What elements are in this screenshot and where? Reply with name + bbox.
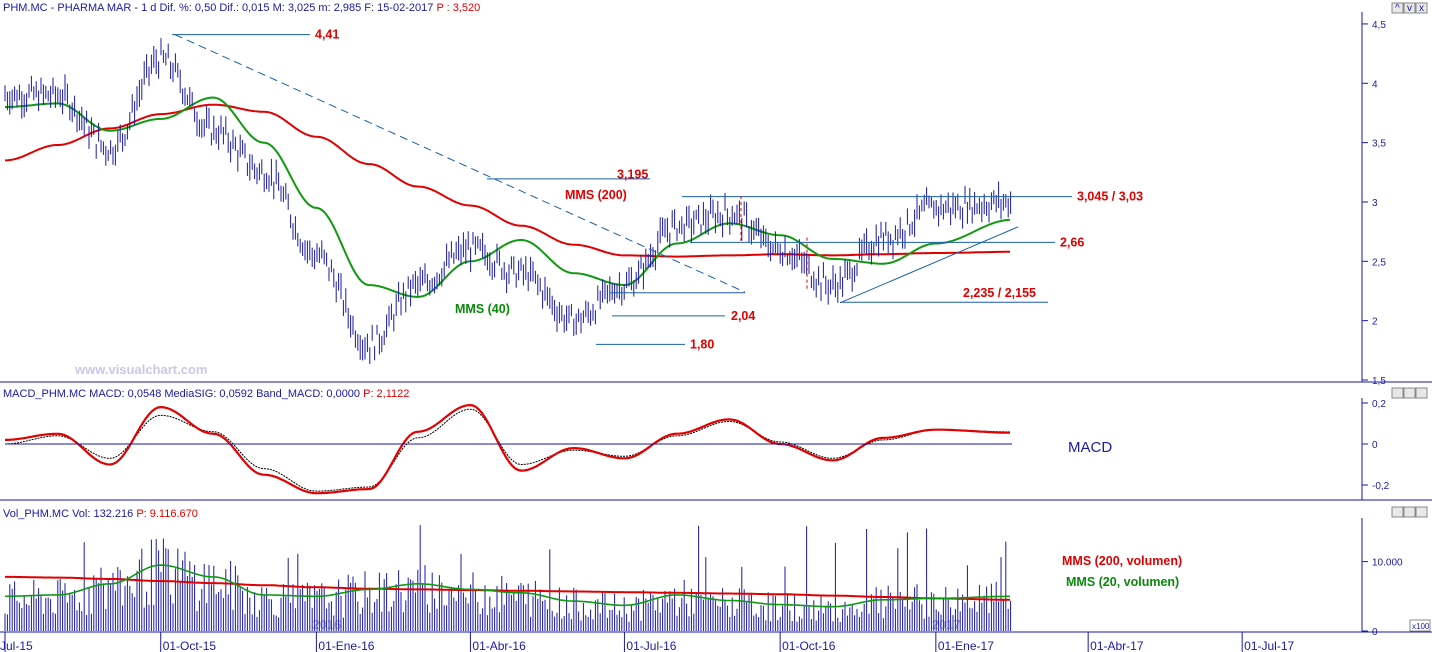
level-label-266: 2,66 (1060, 235, 1084, 249)
price-panel (0, 12, 1432, 383)
x-tick-label: 01-Jul-16 (626, 639, 676, 652)
macd-window-buttons (1391, 387, 1428, 399)
x-tick-label: 01-Ene-17 (938, 639, 994, 652)
x-tick-label: 01-Oct-16 (782, 639, 836, 652)
macd-tick-label: 0,2 (1372, 399, 1386, 410)
vol-maximize-button[interactable] (1391, 506, 1404, 518)
vol-close-button[interactable] (1415, 506, 1428, 518)
macd-close-button[interactable] (1415, 387, 1428, 399)
level-label-441: 4,41 (315, 28, 339, 42)
mms200-line (4, 103, 1010, 258)
vol-mms200-line (5, 575, 1010, 601)
mms40-label: MMS (40) (455, 302, 510, 316)
macd-label: MACD (1068, 439, 1112, 456)
level-label-204: 2,04 (731, 309, 755, 323)
x-tick-label: 01-Oct-15 (163, 639, 217, 652)
x-tick-label: 01-Abr-16 (472, 639, 526, 652)
vol-tick-label: 10.000 (1372, 558, 1403, 569)
x-tick-label: Jul-15 (0, 639, 33, 652)
price-tick-label: 1,5 (1372, 376, 1386, 387)
close-icon: x (1419, 3, 1424, 14)
price-tick-label: 2 (1372, 317, 1378, 328)
price-tick-label: 4 (1372, 79, 1378, 90)
macd-line (5, 403, 1010, 495)
volume-unit-box (1409, 619, 1431, 632)
vol-tick-label: 0 (1372, 627, 1378, 638)
x-tick-label: 01-Ene-16 (318, 639, 374, 652)
level-label-2235: 2,235 / 2,155 (963, 286, 1036, 300)
minimize-button[interactable] (1403, 2, 1416, 14)
mms200-label: MMS (200) (565, 188, 627, 202)
price-tick-label: 3 (1372, 198, 1378, 209)
mms40-line (5, 96, 1011, 298)
vol-minimize-button[interactable] (1403, 506, 1416, 518)
vol-window-buttons (1391, 506, 1428, 518)
volume-panel-title: Vol_PHM.MC Vol: 132.216 P: 9.116.670 (3, 508, 198, 520)
macd-tick-label: 0 (1372, 440, 1378, 451)
downtrend-line (174, 34, 746, 293)
price-panel-title: PHM.MC - PHARMA MAR - 1 d Dif. %: 0,50 D… (3, 2, 480, 14)
price-window-buttons: ^ v x (1391, 2, 1428, 14)
level-label-3195: 3,195 (617, 168, 648, 182)
macd-tick-label: -0,2 (1372, 481, 1390, 492)
uptrend-line (839, 226, 1019, 304)
volume-panel (0, 518, 1432, 633)
vol-mms20-label: MMS (20, volumen) (1066, 575, 1179, 589)
price-tick-label: 4,5 (1372, 20, 1386, 31)
macd-minimize-button[interactable] (1403, 387, 1416, 399)
macd-signal-line (4, 408, 1010, 492)
vol-mms200-label: MMS (200, volumen) (1062, 554, 1182, 568)
close-button[interactable] (1415, 2, 1428, 14)
x-tick-label: 01-Abr-17 (1090, 639, 1144, 652)
price-tick-label: 2,5 (1372, 257, 1386, 268)
level-label-180: 1,80 (690, 337, 714, 351)
watermark: www.visualchart.com (74, 362, 207, 377)
price-tick-label: 3,5 (1372, 139, 1386, 150)
x-tick-label: 01-Jul-17 (1244, 639, 1294, 652)
level-label-3045: 3,045 / 3,03 (1077, 190, 1143, 204)
macd-panel-title: MACD_PHM.MC MACD: 0,0548 MediaSIG: 0,059… (3, 388, 409, 400)
minimize-icon: v (1407, 3, 1412, 14)
macd-maximize-button[interactable] (1391, 387, 1404, 399)
vol-mms20-line (5, 564, 1010, 608)
volume-unit: x100 (1412, 622, 1430, 631)
macd-panel (0, 398, 1432, 501)
maximize-button[interactable] (1391, 2, 1404, 14)
maximize-icon: ^ (1395, 3, 1400, 14)
